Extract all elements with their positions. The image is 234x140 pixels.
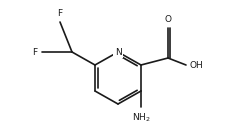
Text: F: F	[32, 47, 37, 57]
Text: O: O	[165, 15, 172, 24]
Text: N: N	[115, 47, 121, 57]
Text: NH$_2$: NH$_2$	[132, 112, 150, 124]
Text: F: F	[57, 9, 62, 18]
Text: OH: OH	[190, 60, 204, 69]
